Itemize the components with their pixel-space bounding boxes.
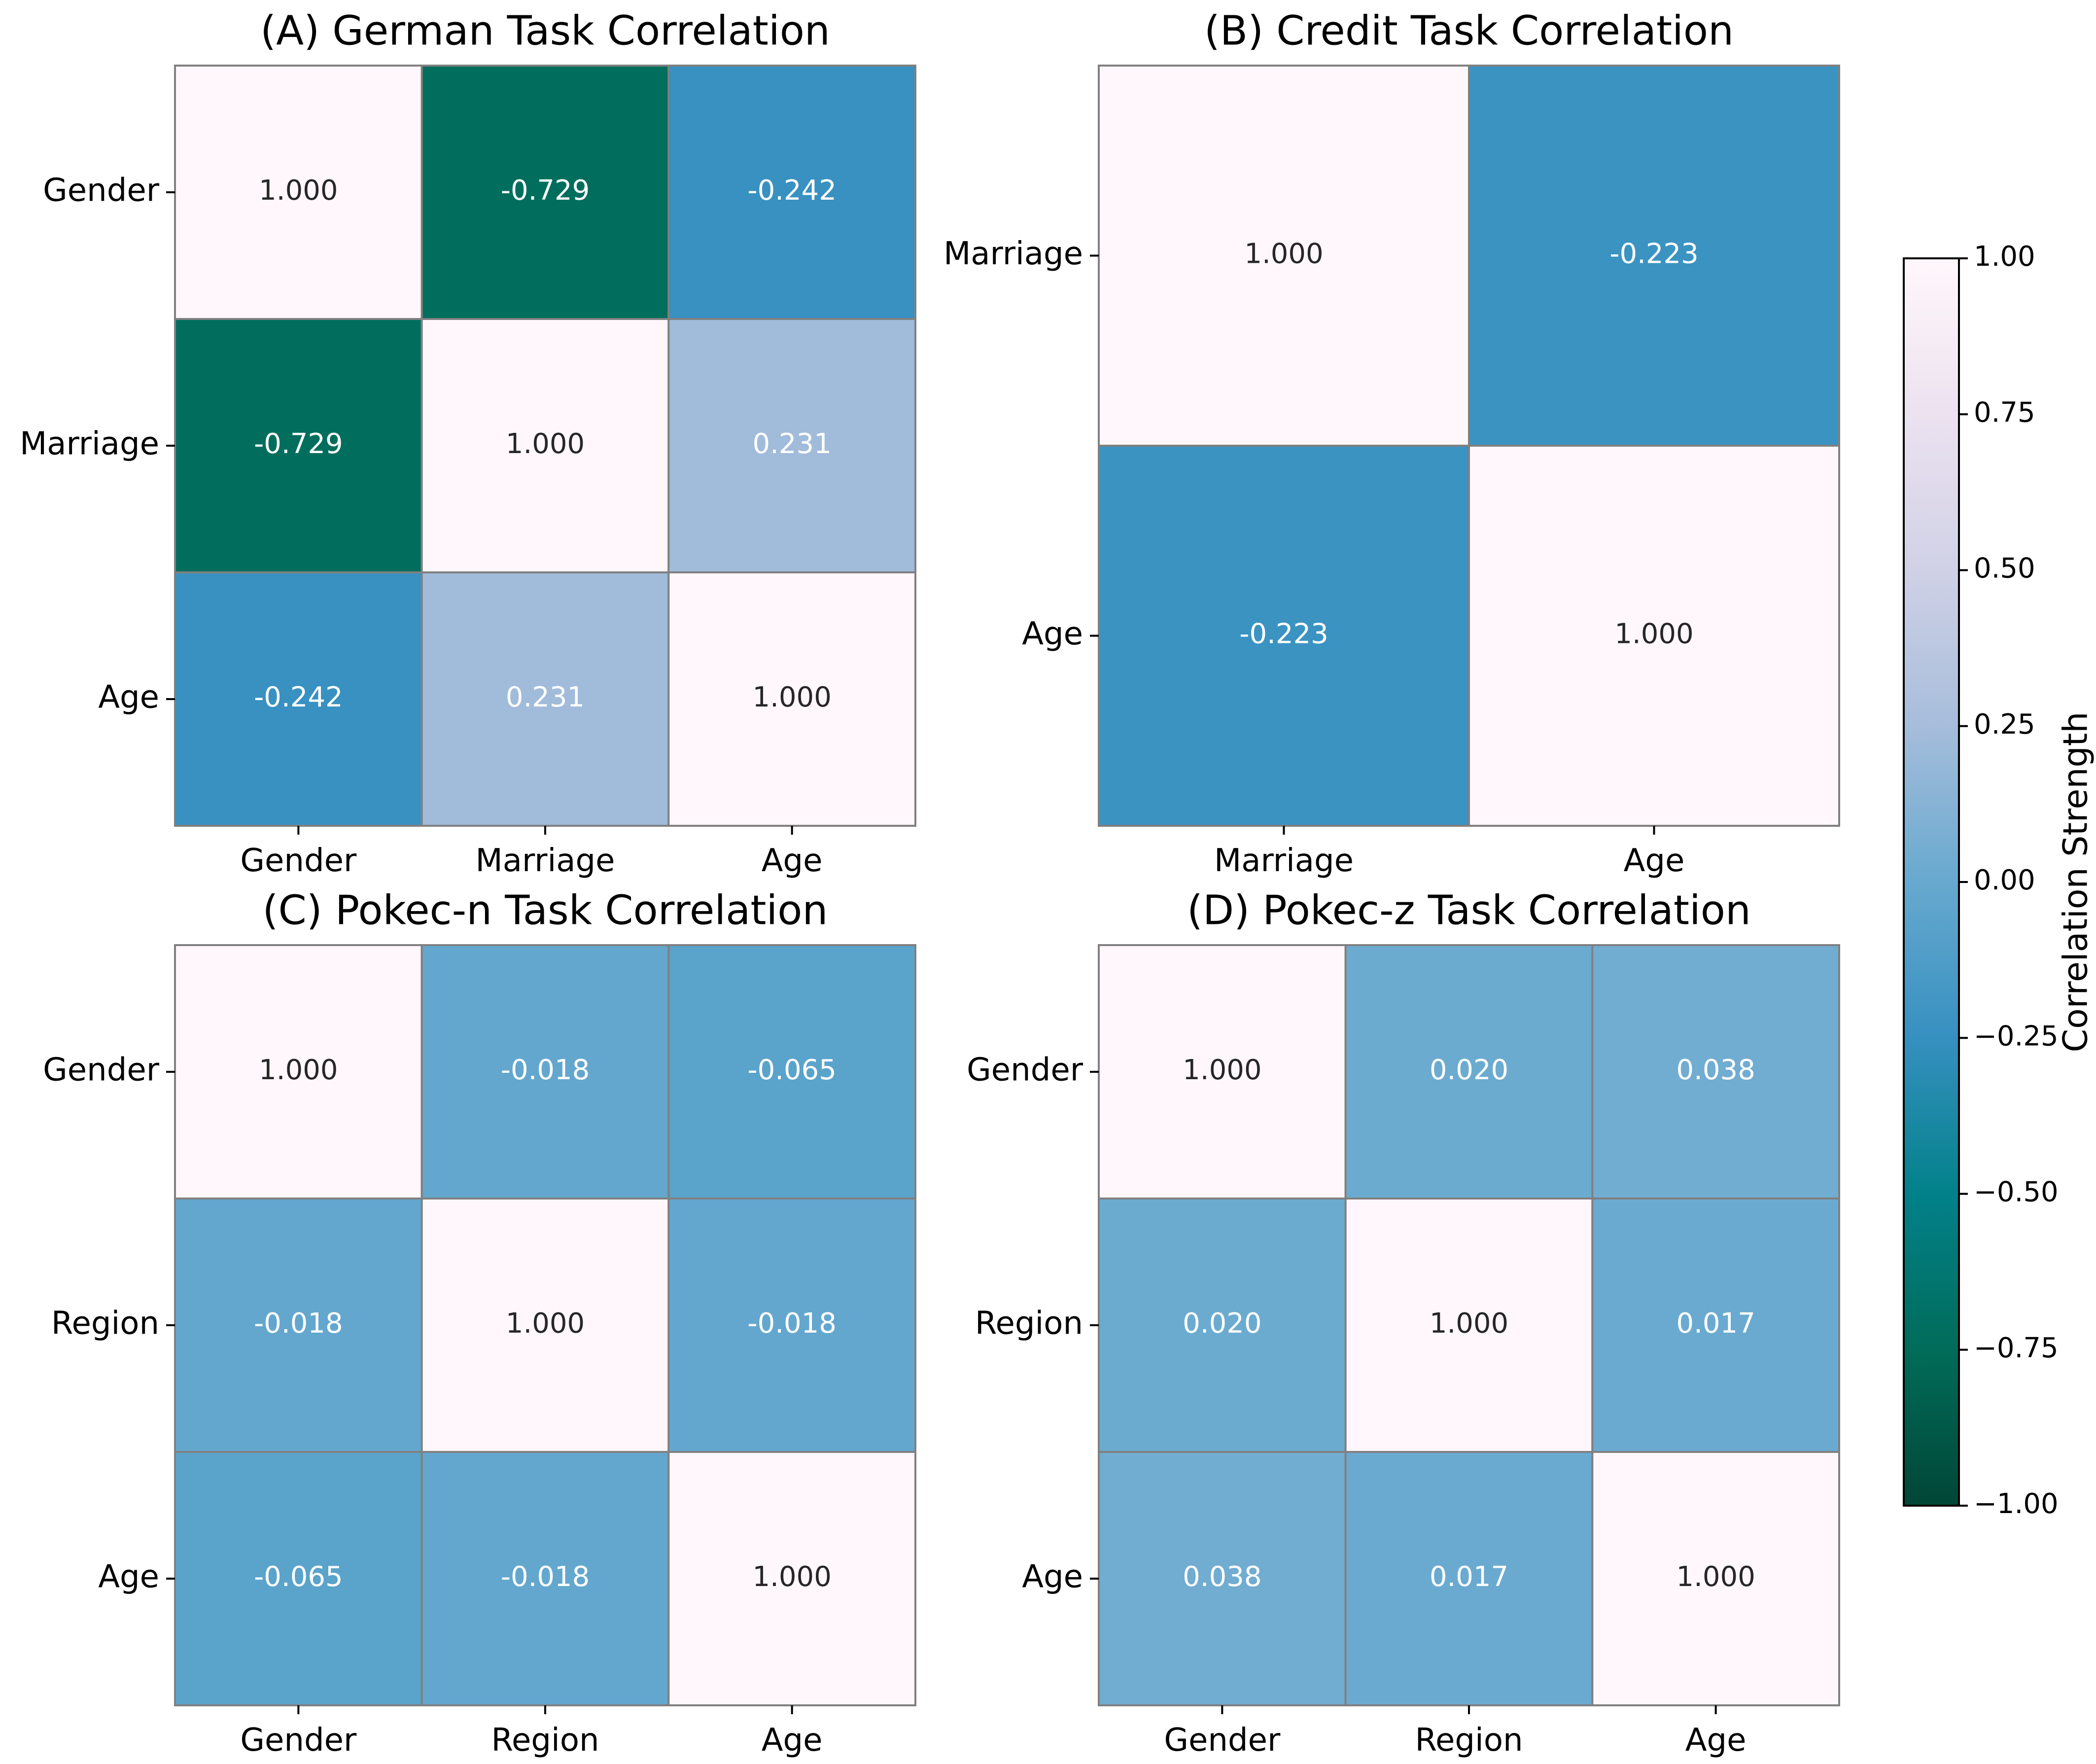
colorbar-tick-label: −0.75: [1974, 1332, 2059, 1364]
cell-value-label: 0.017: [1430, 1561, 1508, 1593]
y-tick-label: Region: [51, 1305, 159, 1342]
colorbar-tick-label: 0.75: [1974, 396, 2035, 428]
heatmap-cell: [174, 318, 423, 573]
cell-value-label: -0.729: [254, 428, 343, 460]
heatmap-cell: [420, 1451, 670, 1706]
cell-value-label: 1.000: [753, 1561, 832, 1593]
cell-value-label: 1.000: [1244, 238, 1323, 270]
y-tick-label: Gender: [967, 1052, 1083, 1089]
cell-value-label: -0.729: [501, 175, 590, 207]
x-tick-label: Age: [1685, 1722, 1747, 1759]
x-tick-label: Gender: [1164, 1722, 1281, 1759]
cell-value-label: -0.065: [747, 1054, 837, 1086]
cell-value-label: 1.000: [1677, 1561, 1755, 1593]
heatmap-cell: [667, 1451, 917, 1706]
heatmap-cell: [667, 1198, 917, 1453]
y-tick-label: Age: [1022, 616, 1083, 652]
cell-value-label: 0.017: [1677, 1307, 1755, 1340]
colorbar-tick-label: 0.50: [1974, 553, 2035, 585]
heatmap-cell: [1591, 944, 1840, 1200]
heatmap-cell: [174, 944, 423, 1200]
y-tick-label: Marriage: [943, 236, 1083, 272]
heatmap-cell: [420, 571, 670, 827]
panel-title: (B) Credit Task Correlation: [1204, 7, 1734, 54]
cell-value-label: -0.018: [254, 1307, 343, 1340]
heatmap-cell: [667, 65, 917, 320]
cell-value-label: 0.231: [506, 681, 585, 713]
cell-value-label: 0.020: [1183, 1307, 1261, 1340]
cell-value-label: 0.038: [1183, 1561, 1261, 1593]
heatmap-cell: [420, 318, 670, 573]
cell-value-label: 1.000: [1430, 1307, 1508, 1340]
heatmap-cell: [420, 65, 670, 320]
x-tick-label: Marriage: [1214, 843, 1354, 879]
colorbar: [1903, 257, 1960, 1507]
cell-value-label: -0.223: [1239, 618, 1328, 650]
cell-value-label: 1.000: [506, 428, 585, 460]
heatmap-cell: [667, 318, 917, 573]
heatmap-cell: [1591, 1451, 1840, 1706]
heatmap-cell: [174, 65, 423, 320]
cell-value-label: 1.000: [1614, 618, 1693, 650]
colorbar-tick-label: −0.50: [1974, 1176, 2059, 1208]
heatmap-cell: [420, 944, 670, 1200]
heatmap-cell: [174, 1451, 423, 1706]
x-tick-label: Gender: [240, 843, 357, 879]
panel-title: (D) Pokec-z Task Correlation: [1187, 887, 1751, 934]
cell-value-label: 1.000: [753, 681, 832, 713]
cell-value-label: -0.242: [254, 681, 343, 713]
heatmap-cell: [1098, 65, 1470, 447]
y-tick-label: Age: [1022, 1559, 1083, 1595]
colorbar-tick-label: 0.00: [1974, 864, 2035, 896]
cell-value-label: -0.018: [501, 1561, 590, 1593]
cell-value-label: 1.000: [1183, 1054, 1261, 1086]
cell-value-label: -0.223: [1609, 238, 1699, 270]
y-tick-label: Region: [975, 1305, 1083, 1342]
heatmap-cell: [1098, 944, 1347, 1200]
heatmap-cell: [1344, 1451, 1594, 1706]
cell-value-label: 1.000: [506, 1307, 585, 1340]
colorbar-label: Correlation Strength: [2057, 712, 2096, 1053]
heatmap-cell: [667, 944, 917, 1200]
cell-value-label: -0.065: [254, 1561, 343, 1593]
cell-value-label: -0.242: [747, 175, 837, 207]
x-tick-label: Age: [1624, 843, 1685, 879]
heatmap-cell: [1468, 445, 1840, 827]
x-tick-label: Marriage: [476, 843, 615, 879]
y-tick-label: Age: [98, 679, 159, 716]
x-tick-label: Gender: [240, 1722, 357, 1759]
colorbar-tick-label: 0.25: [1974, 708, 2035, 741]
heatmap-cell: [1344, 1198, 1594, 1453]
cell-value-label: 0.231: [753, 428, 832, 460]
cell-value-label: -0.018: [501, 1054, 590, 1086]
x-tick-label: Age: [762, 843, 823, 879]
heatmap-cell: [420, 1198, 670, 1453]
cell-value-label: 0.038: [1677, 1054, 1755, 1086]
colorbar-tick-label: −0.25: [1974, 1020, 2059, 1052]
x-tick-label: Region: [1415, 1722, 1523, 1759]
y-tick-label: Gender: [43, 173, 160, 209]
cell-value-label: 1.000: [259, 1054, 338, 1086]
heatmap-cell: [1098, 1198, 1347, 1453]
y-tick-label: Gender: [43, 1052, 160, 1089]
panel-title: (C) Pokec-n Task Correlation: [263, 887, 828, 934]
colorbar-tick-label: 1.00: [1974, 241, 2035, 273]
panel-title: (A) German Task Correlation: [260, 7, 830, 54]
cell-value-label: 0.020: [1430, 1054, 1508, 1086]
cell-value-label: 1.000: [259, 175, 338, 207]
y-tick-label: Age: [98, 1559, 159, 1595]
heatmap-cell: [1591, 1198, 1840, 1453]
x-tick-label: Age: [762, 1722, 823, 1759]
x-tick-label: Region: [491, 1722, 599, 1759]
colorbar-tick-label: −1.00: [1974, 1488, 2059, 1520]
cell-value-label: -0.018: [747, 1307, 837, 1340]
heatmap-cell: [1098, 445, 1470, 827]
heatmap-cell: [1468, 65, 1840, 447]
y-tick-label: Marriage: [20, 426, 159, 462]
